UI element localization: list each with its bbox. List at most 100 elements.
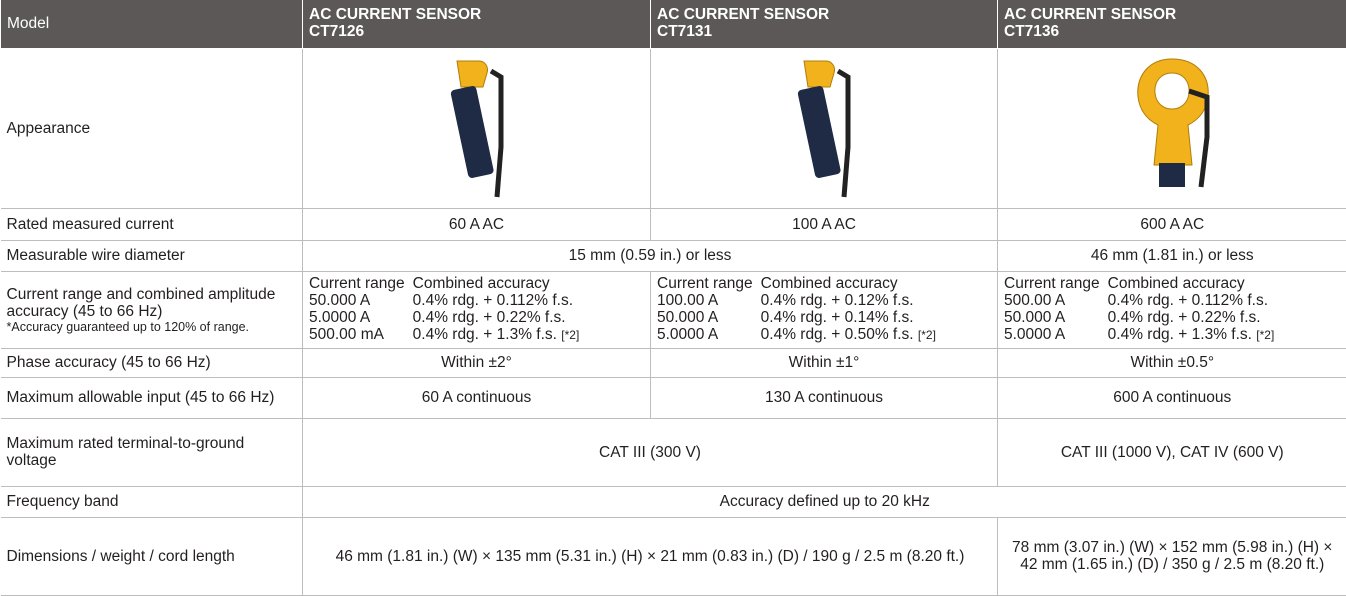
footnote: [*2]	[918, 328, 936, 342]
cell-text: 78 mm (3.07 in.) (W) × 152 mm (5.98 in.)…	[1012, 539, 1332, 573]
sensor-image	[784, 51, 864, 201]
row-label-text: Appearance	[7, 120, 91, 137]
value-cell: 46 mm (1.81 in.) or less	[998, 240, 1346, 271]
accuracy-value: 0.4% rdg. + 0.14% f.s.	[761, 309, 914, 326]
accuracy-grid: Current range Combined accuracy 500.00 A 0.…	[1004, 275, 1341, 344]
accuracy-value: 0.4% rdg. + 1.3% f.s.	[413, 326, 557, 343]
accuracy: 0.4% rdg. + 1.3% f.s. [*2]	[1108, 326, 1341, 344]
model-type: AC CURRENT SENSOR	[657, 6, 829, 23]
table-row: Frequency band Accuracy defined up to 20 …	[1, 486, 1346, 517]
cell-text: 15 mm (0.59 in.) or less	[569, 247, 732, 264]
model-code: CT7131	[657, 23, 712, 40]
range: 50.000 A	[1004, 309, 1100, 326]
image-cell	[303, 48, 651, 208]
row-label-text: Frequency band	[7, 493, 119, 510]
cell-text: 60 A continuous	[422, 389, 531, 406]
value-cell: 130 A continuous	[651, 377, 998, 418]
accuracy-head: Current range	[1004, 275, 1100, 292]
row-label-text: Maximum rated terminal-to-ground voltage	[7, 435, 245, 469]
row-label: Maximum rated terminal-to-ground voltage	[1, 418, 303, 486]
range: 500.00 mA	[309, 326, 405, 344]
cell-text: 46 mm (1.81 in.) or less	[1091, 247, 1254, 264]
row-label: Frequency band	[1, 486, 303, 517]
accuracy-head: Combined accuracy	[413, 275, 644, 292]
accuracy-value: 0.4% rdg. + 0.12% f.s.	[761, 292, 914, 309]
row-label: Maximum allowable input (45 to 66 Hz)	[1, 377, 303, 418]
range: 5.0000 A	[1004, 326, 1100, 344]
model-type: AC CURRENT SENSOR	[1004, 6, 1176, 23]
cell-text: 100 A AC	[792, 216, 856, 233]
image-cell	[998, 48, 1346, 208]
accuracy: 0.4% rdg. + 0.22% f.s.	[413, 309, 644, 326]
value-cell: CAT III (1000 V), CAT IV (600 V)	[998, 418, 1346, 486]
accuracy-value: 0.4% rdg. + 1.3% f.s.	[1108, 326, 1252, 343]
value-cell: Within ±2°	[303, 348, 651, 377]
row-note: *Accuracy guaranteed up to 120% of range…	[7, 320, 297, 334]
value-cell: Accuracy defined up to 20 kHz	[303, 486, 1346, 517]
row-label-text: Rated measured current	[7, 216, 174, 233]
value-cell: 100 A AC	[651, 208, 998, 240]
table-row: Measurable wire diameter 15 mm (0.59 in.)…	[1, 240, 1346, 271]
accuracy-head: Current range	[309, 275, 405, 292]
row-label-text: Current range and combined amplitude acc…	[7, 286, 276, 320]
cell-text: CAT III (1000 V), CAT IV (600 V)	[1061, 444, 1284, 461]
accuracy: 0.4% rdg. + 0.112% f.s.	[1108, 292, 1341, 309]
accuracy: 0.4% rdg. + 0.12% f.s.	[761, 292, 991, 309]
table-row: Maximum rated terminal-to-ground voltage…	[1, 418, 1346, 486]
cell-text: Within ±0.5°	[1130, 354, 1214, 371]
cell-text: 600 A continuous	[1113, 389, 1231, 406]
cell-text: Accuracy defined up to 20 kHz	[720, 493, 930, 510]
row-label: Phase accuracy (45 to 66 Hz)	[1, 348, 303, 377]
cell-text: Within ±1°	[789, 354, 860, 371]
row-label: Rated measured current	[1, 208, 303, 240]
image-cell	[651, 48, 998, 208]
table-row: Current range and combined amplitude acc…	[1, 271, 1346, 348]
value-cell: Within ±1°	[651, 348, 998, 377]
range: 5.0000 A	[309, 309, 405, 326]
table-row: Appearance	[1, 48, 1346, 208]
cell-text: 600 A AC	[1140, 216, 1204, 233]
value-cell: 46 mm (1.81 in.) (W) × 135 mm (5.31 in.)…	[303, 517, 998, 595]
accuracy: 0.4% rdg. + 0.50% f.s. [*2]	[761, 326, 991, 344]
model-type: AC CURRENT SENSOR	[309, 6, 481, 23]
accuracy-value: 0.4% rdg. + 0.22% f.s.	[413, 309, 566, 326]
accuracy-value: 0.4% rdg. + 0.50% f.s.	[761, 326, 914, 343]
cell-text: CAT III (300 V)	[599, 444, 701, 461]
value-cell: 60 A AC	[303, 208, 651, 240]
accuracy-head: Combined accuracy	[1108, 275, 1341, 292]
accuracy-head: Combined accuracy	[761, 275, 991, 292]
row-label: Appearance	[1, 48, 303, 208]
value-cell: 60 A continuous	[303, 377, 651, 418]
accuracy: 0.4% rdg. + 1.3% f.s. [*2]	[413, 326, 644, 344]
cell-text: 130 A continuous	[765, 389, 883, 406]
accuracy-value: 0.4% rdg. + 0.22% f.s.	[1108, 309, 1261, 326]
table-row: Rated measured current 60 A AC 100 A AC 600…	[1, 208, 1346, 240]
value-cell: 600 A continuous	[998, 377, 1346, 418]
row-label-text: Measurable wire diameter	[7, 247, 185, 264]
value-cell: Within ±0.5°	[998, 348, 1346, 377]
row-label-text: Dimensions / weight / cord length	[7, 548, 235, 565]
footnote: [*2]	[561, 328, 579, 342]
range: 500.00 A	[1004, 292, 1100, 309]
accuracy-head: Current range	[657, 275, 753, 292]
table-row: Maximum allowable input (45 to 66 Hz) 60 …	[1, 377, 1346, 418]
table-body: Appearance Rated measured current 60 A AC 1…	[1, 48, 1346, 595]
row-label-text: Maximum allowable input (45 to 66 Hz)	[7, 389, 275, 406]
range: 5.0000 A	[657, 326, 753, 344]
value-cell: CAT III (300 V)	[303, 418, 998, 486]
accuracy: 0.4% rdg. + 0.112% f.s.	[413, 292, 644, 309]
accuracy: 0.4% rdg. + 0.22% f.s.	[1108, 309, 1341, 326]
model-code: CT7136	[1004, 23, 1059, 40]
range: 50.000 A	[309, 292, 405, 309]
sensor-image	[1127, 51, 1217, 201]
table-row: Phase accuracy (45 to 66 Hz)Within ±2° Wi…	[1, 348, 1346, 377]
accuracy-value: 0.4% rdg. + 0.112% f.s.	[1108, 292, 1268, 309]
row-label: Measurable wire diameter	[1, 240, 303, 271]
